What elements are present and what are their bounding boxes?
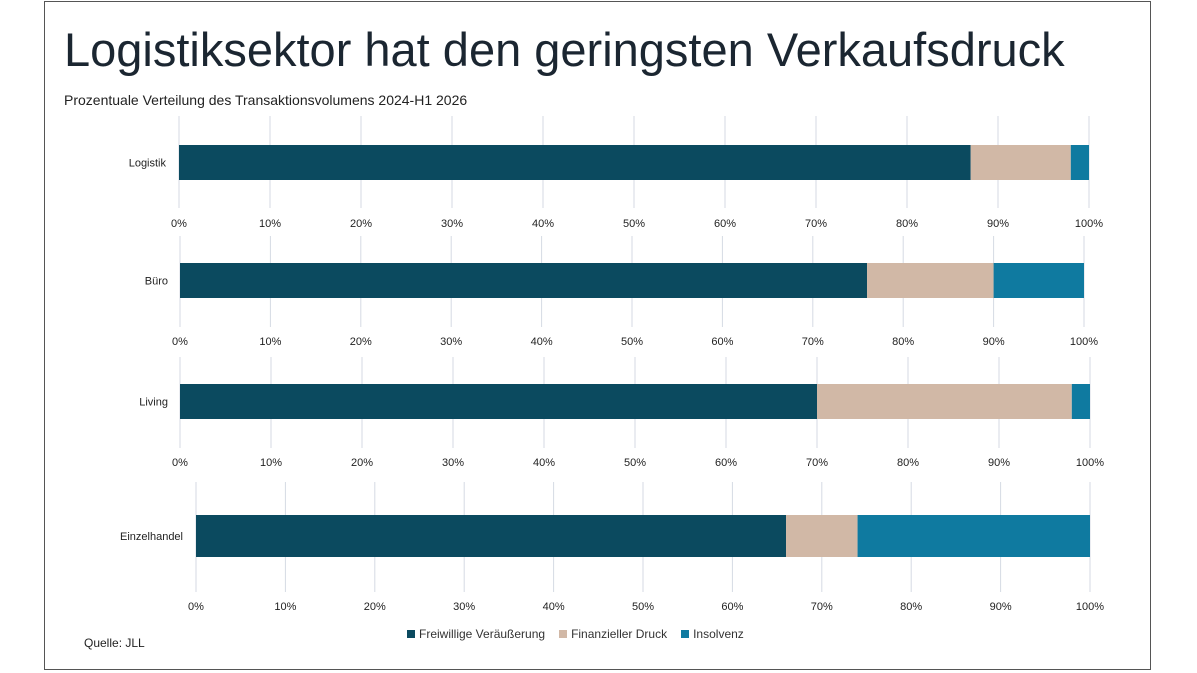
tick-label: 80% — [892, 336, 914, 348]
tick-label: 50% — [621, 336, 643, 348]
legend-item: Freiwillige Veräußerung — [407, 627, 545, 641]
chart-frame — [44, 1, 1151, 670]
chart-title: Logistiksektor hat den geringsten Verkau… — [64, 23, 1065, 76]
bar-segment — [786, 515, 858, 557]
tick-label: 30% — [442, 457, 464, 469]
tick-label: 0% — [172, 336, 188, 348]
bar-segment — [1070, 145, 1089, 180]
bar-segment — [196, 515, 787, 557]
tick-label: 10% — [260, 457, 282, 469]
tick-label: 90% — [990, 601, 1012, 613]
tick-label: 40% — [533, 457, 555, 469]
tick-label: 20% — [364, 601, 386, 613]
legend-item: Insolvenz — [681, 627, 744, 641]
tick-label: 60% — [711, 336, 733, 348]
bar-segment — [970, 145, 1071, 180]
tick-label: 50% — [624, 457, 646, 469]
tick-label: 20% — [350, 218, 372, 230]
legend-label: Finanzieller Druck — [571, 627, 668, 641]
tick-label: 70% — [811, 601, 833, 613]
bar-segment — [180, 263, 868, 298]
tick-label: 40% — [543, 601, 565, 613]
tick-label: 60% — [714, 218, 736, 230]
tick-label: 30% — [441, 218, 463, 230]
tick-label: 100% — [1076, 457, 1104, 469]
tick-label: 0% — [188, 601, 204, 613]
tick-label: 90% — [988, 457, 1010, 469]
tick-label: 20% — [351, 457, 373, 469]
chart-legend: Freiwillige Veräußerung Finanzieller Druc… — [407, 625, 758, 643]
category-label: Logistik — [129, 158, 167, 170]
tick-label: 60% — [715, 457, 737, 469]
tick-label: 30% — [440, 336, 462, 348]
bar-segment — [857, 515, 1090, 557]
tick-label: 80% — [897, 457, 919, 469]
tick-label: 100% — [1076, 601, 1104, 613]
tick-label: 30% — [453, 601, 475, 613]
tick-label: 50% — [623, 218, 645, 230]
tick-label: 90% — [983, 336, 1005, 348]
tick-label: 10% — [259, 218, 281, 230]
bar-segment — [867, 263, 994, 298]
bar-segment — [817, 384, 1072, 419]
category-label: Einzelhandel — [120, 531, 183, 543]
chart-subtitle: Prozentuale Verteilung des Transaktionsv… — [64, 92, 468, 108]
tick-label: 100% — [1070, 336, 1098, 348]
tick-label: 70% — [802, 336, 824, 348]
tick-label: 90% — [987, 218, 1009, 230]
bar-segment — [179, 145, 971, 180]
bar-segment — [1071, 384, 1090, 419]
tick-label: 60% — [721, 601, 743, 613]
source-note: Quelle: JLL — [84, 636, 145, 650]
tick-label: 80% — [900, 601, 922, 613]
tick-label: 100% — [1075, 218, 1103, 230]
bar-segment — [180, 384, 817, 419]
legend-label: Freiwillige Veräußerung — [419, 627, 546, 641]
legend-swatch — [407, 630, 415, 638]
tick-label: 0% — [171, 218, 187, 230]
tick-label: 40% — [532, 218, 554, 230]
tick-label: 50% — [632, 601, 654, 613]
tick-label: 70% — [806, 457, 828, 469]
tick-label: 20% — [350, 336, 372, 348]
legend-label: Insolvenz — [693, 627, 744, 641]
tick-label: 0% — [172, 457, 188, 469]
category-label: Living — [139, 397, 168, 409]
bar-segment — [993, 263, 1084, 298]
legend-swatch — [681, 630, 690, 638]
tick-label: 80% — [896, 218, 918, 230]
tick-label: 10% — [274, 601, 296, 613]
tick-label: 10% — [259, 336, 281, 348]
legend-item: Finanzieller Druck — [559, 627, 667, 641]
tick-label: 40% — [531, 336, 553, 348]
tick-label: 70% — [805, 218, 827, 230]
legend-swatch — [559, 630, 568, 638]
category-label: Büro — [145, 276, 168, 288]
